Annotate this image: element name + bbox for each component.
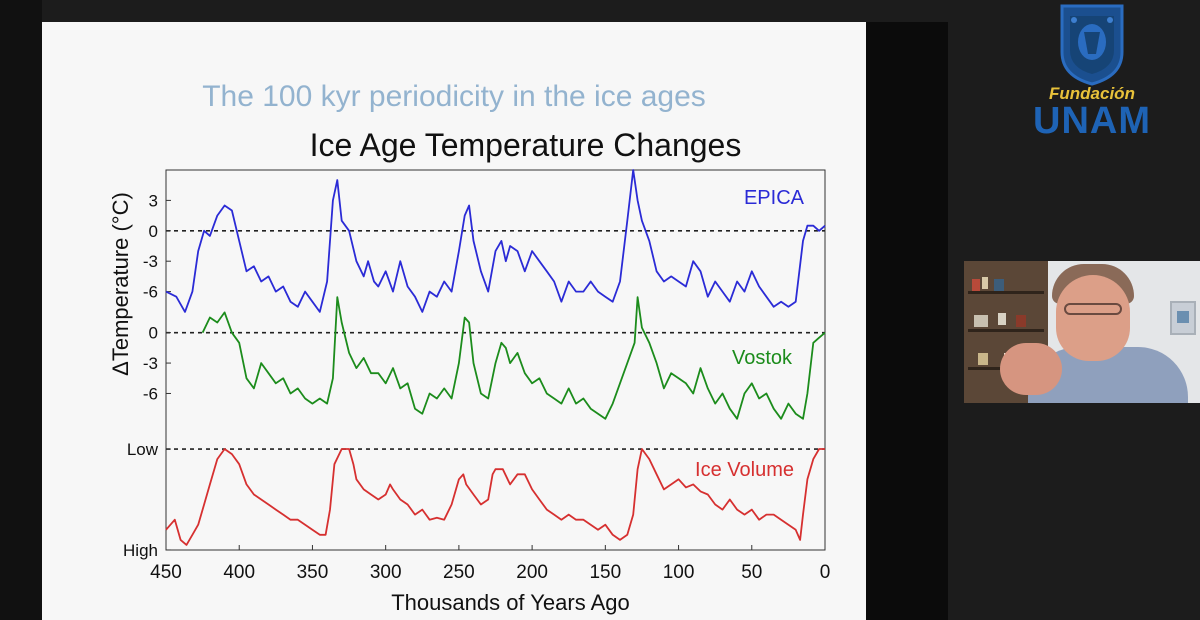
speaker-hand — [1000, 343, 1062, 395]
x-tick-label: 200 — [516, 562, 548, 583]
speaker-glasses — [1064, 303, 1122, 315]
series-line-ice-volume — [165, 448, 825, 546]
x-tick-label: 250 — [443, 562, 475, 583]
series-line-vostok — [201, 296, 826, 420]
y-tick-label: 0 — [149, 222, 158, 241]
unam-crest-icon — [1060, 4, 1124, 86]
ice-age-chart: Ice Age Temperature Changes Thousands of … — [108, 127, 831, 615]
wall-picture — [1170, 301, 1196, 335]
logo-unam-text: UNAM — [1033, 100, 1151, 142]
participant-video-tile[interactable] — [964, 261, 1200, 403]
slide-title: The 100 kyr periodicity in the ice ages — [202, 80, 706, 113]
speaker-face — [1056, 275, 1130, 361]
y-tick-label: -3 — [143, 252, 158, 271]
x-tick-label: 450 — [150, 562, 182, 583]
series-label: EPICA — [744, 187, 805, 209]
x-tick-label: 100 — [663, 562, 695, 583]
dark-side-panel — [866, 22, 948, 620]
chart-title: Ice Age Temperature Changes — [310, 127, 742, 163]
x-tick-label: 150 — [589, 562, 621, 583]
series-line-epica — [165, 169, 826, 313]
x-axis-label: Thousands of Years Ago — [391, 590, 630, 615]
y-tick-label: Low — [127, 440, 159, 459]
x-tick-label: 300 — [370, 562, 402, 583]
x-tick-label: 50 — [741, 562, 762, 583]
x-tick-label: 0 — [820, 562, 831, 583]
x-tick-label: 350 — [297, 562, 329, 583]
fundacion-unam-logo: Fundación UNAM — [1022, 2, 1162, 142]
y-tick-label: 3 — [149, 191, 158, 210]
left-screen-strip — [0, 0, 42, 620]
y-tick-label: High — [123, 541, 158, 560]
x-tick-label: 400 — [223, 562, 255, 583]
logo-fundacion-text: Fundación — [1049, 84, 1135, 103]
y-tick-label: -6 — [143, 283, 158, 302]
series-label: Ice Volume — [695, 459, 794, 481]
y-axis-label: ΔTemperature (°C) — [108, 192, 133, 376]
presentation-slide: The 100 kyr periodicity in the ice ages … — [42, 22, 866, 620]
y-tick-label: -3 — [143, 354, 158, 373]
plot-frame — [165, 169, 826, 551]
y-tick-label: 0 — [149, 324, 158, 343]
y-tick-label: -6 — [143, 384, 158, 403]
series-label: Vostok — [732, 347, 793, 369]
